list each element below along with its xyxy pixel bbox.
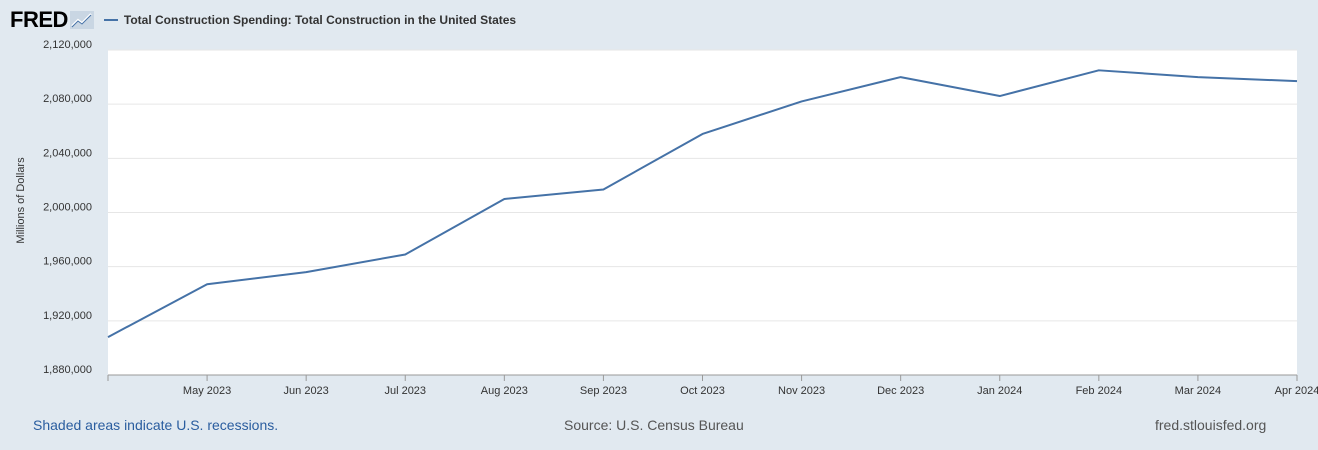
trend-line-icon — [69, 11, 94, 29]
line-chart: 1,880,000 1,920,000 1,960,000 2,000,000 2,04… — [15, 39, 1318, 397]
data-point — [107, 336, 109, 338]
data-point — [503, 198, 505, 200]
y-tick-label: 2,000,000 — [43, 202, 92, 214]
y-tick-label: 1,880,000 — [43, 364, 92, 376]
data-point — [206, 283, 208, 285]
legend[interactable]: Total Construction Spending: Total Const… — [103, 13, 517, 27]
chart-header: FRED Total Construction Spending: Total … — [10, 6, 516, 34]
x-tick-label: Sep 2023 — [580, 385, 627, 397]
data-point — [999, 95, 1001, 97]
x-tick-label: Jul 2023 — [384, 385, 426, 397]
data-point — [1098, 69, 1100, 71]
data-point — [602, 188, 604, 190]
x-tick-label: Apr 2024 — [1275, 385, 1318, 397]
x-tick-label: Jun 2023 — [284, 385, 329, 397]
data-point — [900, 76, 902, 78]
source-note: Source: U.S. Census Bureau — [564, 417, 744, 433]
data-point — [1197, 76, 1199, 78]
x-tick-label: Oct 2023 — [680, 385, 725, 397]
x-tick-label: Nov 2023 — [778, 385, 825, 397]
y-tick-label: 2,080,000 — [43, 93, 92, 105]
x-tick-label: Feb 2024 — [1076, 385, 1122, 397]
data-point — [305, 271, 307, 273]
y-tick-label: 1,920,000 — [43, 310, 92, 322]
data-point — [404, 253, 406, 255]
y-tick-label: 2,120,000 — [43, 39, 92, 51]
x-tick-label: Jan 2024 — [977, 385, 1022, 397]
recessions-note: Shaded areas indicate U.S. recessions. — [33, 417, 279, 433]
data-point — [801, 100, 803, 102]
x-tick-label: Dec 2023 — [877, 385, 924, 397]
x-tick-label: Aug 2023 — [481, 385, 528, 397]
y-tick-label: 1,960,000 — [43, 256, 92, 268]
series-line — [107, 69, 1298, 338]
x-tick-label: May 2023 — [183, 385, 231, 397]
x-tick-label: Mar 2024 — [1175, 385, 1221, 397]
site-link[interactable]: fred.stlouisfed.org — [1155, 417, 1267, 433]
legend-series-label: Total Construction Spending: Total Const… — [123, 13, 517, 27]
data-point — [1296, 80, 1298, 82]
legend-swatch — [103, 19, 118, 21]
data-point — [702, 133, 704, 135]
y-tick-label: 2,040,000 — [43, 147, 92, 159]
y-axis-label: Millions of Dollars — [15, 157, 27, 244]
fred-logo[interactable]: FRED — [10, 7, 68, 32]
